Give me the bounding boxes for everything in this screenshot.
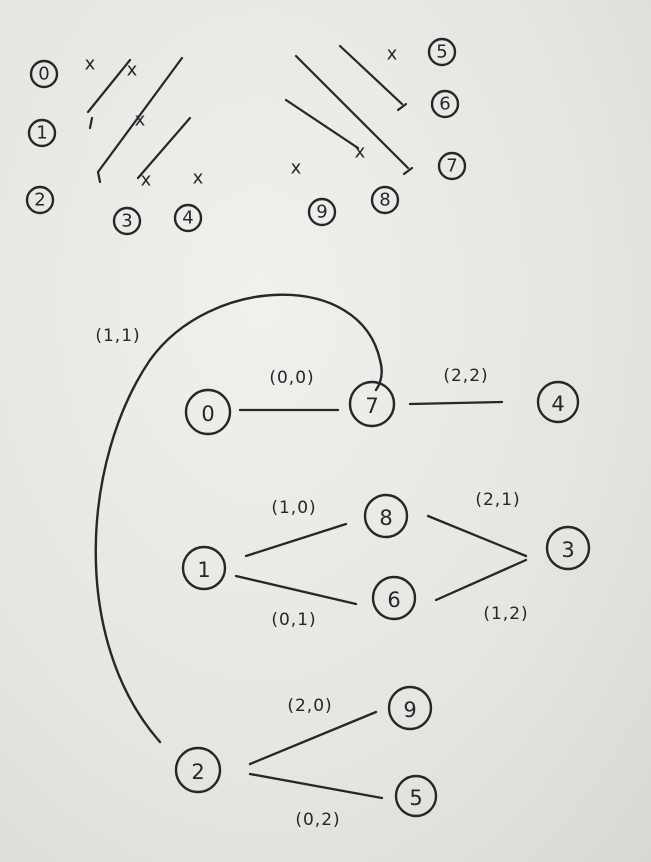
col-node-3-label: 3	[121, 211, 132, 232]
x-mark: x	[291, 158, 302, 179]
col-node-9: 9	[307, 197, 337, 227]
edge-2-7-arc	[94, 293, 383, 744]
row-node-0: 0	[29, 59, 59, 89]
graph-node-0-label: 0	[201, 402, 214, 426]
graph-node-9-label: 9	[403, 698, 416, 722]
row-node-2-label: 2	[34, 190, 45, 211]
graph-node-6: 6	[371, 575, 417, 621]
edge-1-8-label: (1,0)	[271, 498, 316, 518]
row-node-5-label: 5	[436, 42, 447, 63]
row-node-1: 1	[27, 118, 57, 148]
edge-6-3	[434, 558, 528, 602]
edge-7-4	[408, 400, 504, 406]
edge-7-4-label: (2,2)	[443, 366, 488, 386]
edge-8-3	[426, 514, 528, 558]
x-mark: x	[85, 54, 96, 75]
graph-node-5: 5	[394, 774, 438, 818]
col-node-8: 8	[370, 185, 400, 215]
edge-2-9	[248, 710, 378, 766]
diagonal-tick	[96, 170, 102, 184]
graph-node-3-label: 3	[561, 538, 574, 562]
edge-1-6-label: (0,1)	[271, 610, 316, 630]
graph-node-0: 0	[184, 388, 232, 436]
graph-node-4: 4	[536, 380, 580, 424]
graph-node-1-label: 1	[197, 558, 210, 582]
graph-edges: (0,0) (2,2) (1,0) (0,1) (2,1) (1,2) (2,0…	[94, 293, 528, 830]
graph-node-9: 9	[387, 685, 433, 731]
graph-node-6-label: 6	[387, 588, 400, 612]
diagonal-tick	[396, 102, 408, 112]
edge-1-8	[244, 522, 348, 558]
diagonal-stroke	[284, 98, 360, 150]
edge-2-7-label: (1,1)	[95, 326, 140, 346]
row-node-6: 6	[430, 89, 460, 119]
col-node-8-label: 8	[379, 190, 390, 211]
diagonal-stroke	[294, 54, 410, 170]
x-mark: x	[193, 168, 204, 189]
diagonal-stroke	[86, 58, 132, 114]
row-node-6-label: 6	[439, 94, 450, 115]
graph-node-4-label: 4	[551, 392, 564, 416]
row-node-5: 5	[427, 37, 457, 67]
top-left-grid: 0 1 2 3 4 x x x x x	[25, 54, 204, 236]
col-node-4: 4	[173, 203, 203, 233]
graph-node-8: 8	[363, 493, 409, 539]
graph-node-3: 3	[545, 525, 591, 571]
diagonal-stroke	[136, 116, 192, 180]
edge-2-9-label: (2,0)	[287, 696, 332, 716]
graph-node-7: 7	[348, 380, 396, 428]
edge-1-6	[234, 574, 358, 606]
graph-node-1: 1	[181, 545, 227, 591]
row-node-2: 2	[25, 185, 55, 215]
diagonal-tick	[88, 116, 94, 130]
graph-node-8-label: 8	[379, 506, 392, 530]
diagonal-stroke	[96, 56, 184, 174]
col-node-9-label: 9	[316, 202, 327, 223]
col-node-4-label: 4	[182, 208, 193, 229]
graph-nodes: 0 7 4 1 8 6 3 2	[174, 380, 591, 818]
edge-8-3-label: (2,1)	[475, 490, 520, 510]
diagonal-tick	[402, 166, 414, 176]
x-mark: x	[135, 110, 146, 131]
row-node-7-label: 7	[446, 156, 457, 177]
edge-2-5	[248, 772, 384, 800]
row-node-0-label: 0	[38, 64, 49, 85]
graph-node-2: 2	[174, 746, 222, 794]
edge-0-7-label: (0,0)	[269, 368, 314, 388]
x-mark: x	[387, 44, 398, 65]
graph-node-7-label: 7	[365, 394, 378, 418]
diagonal-stroke	[338, 44, 404, 106]
graph-node-2-label: 2	[191, 760, 204, 784]
col-node-3: 3	[112, 206, 142, 236]
x-mark: x	[355, 142, 366, 163]
graph-node-5-label: 5	[409, 786, 422, 810]
row-node-7: 7	[437, 151, 467, 181]
edge-2-5-label: (0,2)	[295, 810, 340, 830]
row-node-1-label: 1	[36, 123, 47, 144]
edge-6-3-label: (1,2)	[483, 604, 528, 624]
top-right-grid: 5 6 7 9 8 x x x	[284, 37, 467, 227]
x-mark: x	[141, 170, 152, 191]
x-mark: x	[127, 60, 138, 81]
